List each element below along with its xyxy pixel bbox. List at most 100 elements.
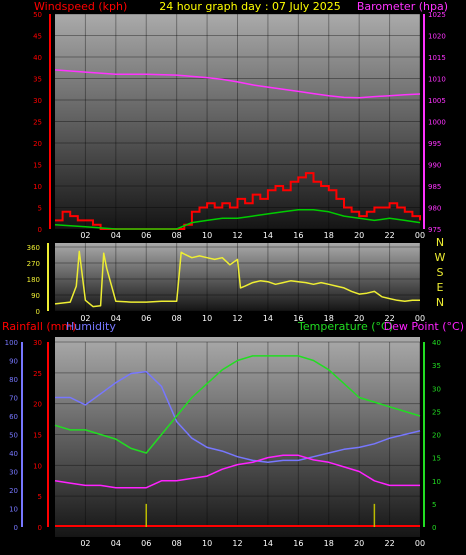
compass-label: E (437, 281, 444, 294)
legend-temperature: Temperature (°C) (297, 320, 393, 333)
panel-thr-background (55, 337, 420, 537)
humidity-tick-label: 0 (14, 524, 18, 532)
x-tick-label: 10 (202, 231, 212, 240)
direction-tick-label: 90 (31, 292, 40, 300)
x-tick-label: 04 (111, 314, 121, 323)
x-tick-label: 04 (111, 539, 121, 548)
x-tick-label: 20 (354, 314, 364, 323)
x-tick-label: 02 (80, 231, 90, 240)
temperature-tick-label: 0 (432, 524, 436, 532)
dewpoint-series-line (54, 454, 420, 489)
legend-dewpoint: Dew Point (°C) (384, 320, 464, 333)
rainfall-tick-label: 10 (33, 462, 42, 470)
rainfall-tick-label: 0 (38, 524, 42, 532)
windspeed-axis-title: Windspeed (kph) (34, 0, 127, 13)
axes: 0510152025303540455097598098599099510001… (5, 11, 446, 548)
wind-average-series-line (54, 208, 421, 230)
barometer-tick-label: 1020 (428, 33, 446, 41)
direction-tick-label: 360 (27, 244, 40, 252)
x-tick-label: 14 (263, 231, 273, 240)
humidity-tick-label: 100 (5, 339, 18, 347)
wind-tick-label: 40 (33, 54, 42, 62)
wind-tick-label: 45 (33, 33, 42, 41)
x-tick-label: 20 (354, 539, 364, 548)
rainfall-tick-label: 30 (33, 339, 42, 347)
x-tick-label: 16 (293, 314, 303, 323)
x-tick-label: 16 (293, 231, 303, 240)
wind-tick-label: 15 (33, 162, 42, 170)
x-tick-label: 04 (111, 231, 121, 240)
x-tick-label: 08 (172, 314, 182, 323)
x-tick-label: 06 (141, 231, 151, 240)
legend-humidity: Humidity (66, 320, 116, 333)
direction-tick-label: 270 (27, 260, 40, 268)
x-tick-label: 02 (80, 314, 90, 323)
humidity-tick-label: 40 (9, 450, 18, 458)
barometer-tick-label: 985 (428, 183, 441, 191)
barometer-axis-title: Barometer (hpa) (357, 0, 448, 13)
barometer-tick-label: 995 (428, 140, 441, 148)
humidity-tick-label: 30 (9, 469, 18, 477)
x-tick-label: 22 (384, 314, 394, 323)
wind-tick-label: 10 (33, 183, 42, 191)
compass-label: N (436, 296, 444, 309)
x-tick-label: 06 (141, 314, 151, 323)
x-tick-label: 02 (80, 539, 90, 548)
panel-wind-background (55, 14, 420, 229)
temperature-tick-label: 5 (432, 501, 436, 509)
rainfall-tick-label: 20 (33, 401, 42, 409)
temperature-tick-label: 25 (432, 408, 441, 416)
x-tick-label: 12 (232, 314, 242, 323)
x-tick-label: 08 (172, 231, 182, 240)
rainfall-tick-label: 5 (38, 493, 42, 501)
x-tick-label: 14 (263, 314, 273, 323)
barometer-tick-label: 1010 (428, 76, 446, 84)
direction-tick-label: 180 (27, 276, 40, 284)
x-tick-label: 18 (324, 539, 334, 548)
chart-title: 24 hour graph day : 07 July 2025 (159, 0, 341, 13)
rainfall-tick-label: 25 (33, 370, 42, 378)
humidity-tick-label: 80 (9, 376, 18, 384)
barometer-tick-label: 980 (428, 205, 441, 213)
compass-label: W (435, 251, 446, 264)
wind-tick-label: 30 (33, 97, 42, 105)
x-tick-label: 00 (415, 231, 425, 240)
x-tick-label: 10 (202, 539, 212, 548)
x-tick-label: 22 (384, 539, 394, 548)
barometer-tick-label: 1015 (428, 54, 446, 62)
x-tick-label: 22 (384, 231, 394, 240)
compass-label: N (436, 236, 444, 249)
wind-tick-label: 5 (38, 205, 42, 213)
x-tick-label: 10 (202, 314, 212, 323)
wind-tick-label: 0 (38, 226, 42, 234)
barometer-tick-label: 1000 (428, 119, 446, 127)
x-tick-label: 00 (415, 539, 425, 548)
grid-lines (55, 13, 421, 528)
x-tick-label: 16 (293, 539, 303, 548)
direction-series-line (54, 250, 420, 308)
temperature-series-line (54, 355, 421, 454)
compass-label: S (437, 266, 444, 279)
barometer-series-line (54, 69, 421, 99)
chart-marks (54, 69, 421, 527)
humidity-tick-label: 60 (9, 413, 18, 421)
rainfall-tick-label: 15 (33, 432, 42, 440)
wind-tick-label: 25 (33, 119, 42, 127)
barometer-tick-label: 1005 (428, 97, 446, 105)
humidity-tick-label: 20 (9, 487, 18, 495)
humidity-tick-label: 70 (9, 395, 18, 403)
barometer-tick-label: 1025 (428, 11, 446, 19)
humidity-tick-label: 10 (9, 506, 18, 514)
x-tick-label: 06 (141, 539, 151, 548)
temperature-tick-label: 35 (432, 362, 441, 370)
wind-tick-label: 50 (33, 11, 42, 19)
direction-tick-label: 0 (36, 308, 40, 316)
humidity-series-line (55, 370, 421, 464)
temperature-tick-label: 20 (432, 432, 441, 440)
x-tick-label: 12 (232, 539, 242, 548)
x-tick-label: 14 (263, 539, 273, 548)
temperature-tick-label: 15 (432, 455, 441, 463)
barometer-tick-label: 975 (428, 226, 441, 234)
legend-rainfall: Rainfall (mm) (2, 320, 76, 333)
